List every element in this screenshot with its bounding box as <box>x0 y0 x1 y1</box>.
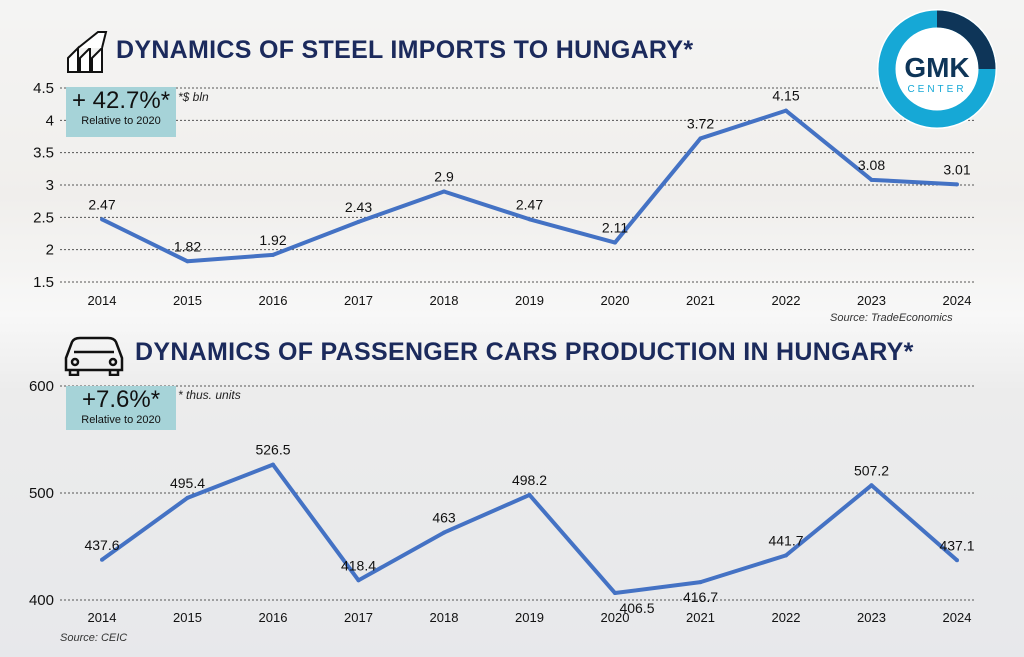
data-point <box>100 557 104 562</box>
data-label: 2.47 <box>516 196 543 212</box>
data-label: 2.43 <box>345 199 372 215</box>
y-tick-label: 1.5 <box>33 274 54 291</box>
data-label: 418.4 <box>341 557 376 573</box>
badge-caption: Relative to 2020 <box>81 414 161 426</box>
chart2-source: Source: CEIC <box>60 632 128 644</box>
data-point <box>527 217 532 222</box>
data-point <box>271 252 275 257</box>
x-tick-label: 2017 <box>344 293 373 308</box>
y-tick-label: 500 <box>29 485 54 502</box>
data-label: 437.1 <box>939 537 974 553</box>
data-point <box>955 558 959 563</box>
y-tick-label: 4 <box>46 112 54 129</box>
y-tick-label: 400 <box>29 592 54 609</box>
data-label: 3.08 <box>858 157 885 173</box>
data-label: 406.5 <box>619 600 654 616</box>
data-point <box>784 553 788 558</box>
series-line <box>101 108 958 264</box>
chart2-change-badge: +7.6%* Relative to 2020 <box>66 386 176 430</box>
y-tick-label: 2 <box>46 242 54 259</box>
chart1-change-badge: + 42.7%* Relative to 2020 <box>66 87 176 137</box>
data-label: 437.6 <box>84 537 119 553</box>
x-tick-label: 2014 <box>88 610 117 625</box>
svg-text:CENTER: CENTER <box>907 84 966 95</box>
x-tick-label: 2016 <box>259 293 288 308</box>
data-point <box>442 530 446 535</box>
x-tick-label: 2024 <box>943 293 972 308</box>
data-point <box>356 219 361 224</box>
svg-text:GMK: GMK <box>904 52 969 83</box>
data-label: 1.82 <box>174 238 201 254</box>
y-tick-label: 4.5 <box>33 80 54 97</box>
data-point <box>185 259 190 264</box>
x-tick-label: 2015 <box>173 610 202 625</box>
x-tick-label: 2014 <box>88 293 117 308</box>
data-point <box>613 240 617 245</box>
data-label: 2.11 <box>602 220 628 236</box>
x-tick-label: 2023 <box>857 610 886 625</box>
x-tick-label: 2019 <box>515 293 544 308</box>
x-tick-label: 2022 <box>772 610 801 625</box>
y-tick-label: 3 <box>46 177 54 194</box>
data-point <box>784 108 788 113</box>
data-point <box>442 189 446 194</box>
data-point <box>698 580 703 585</box>
chart2-unit-note: * thus. units <box>178 388 241 402</box>
gmk-center-logo: GMK CENTER <box>876 8 998 130</box>
data-label: 441.7 <box>768 532 803 548</box>
x-tick-label: 2023 <box>857 293 886 308</box>
chart1-unit-note: *$ bln <box>178 90 209 104</box>
steel-beams-icon <box>67 31 108 73</box>
data-point <box>356 578 361 583</box>
chart2-title: DYNAMICS OF PASSENGER CARS PRODUCTION IN… <box>135 338 914 366</box>
y-tick-label: 600 <box>29 378 54 395</box>
data-label: 416.7 <box>683 589 718 605</box>
y-tick-label: 2.5 <box>33 209 54 226</box>
data-point <box>100 217 104 222</box>
chart1-title: DYNAMICS OF STEEL IMPORTS TO HUNGARY* <box>116 36 694 64</box>
data-point <box>271 462 275 467</box>
data-label: 526.5 <box>255 442 290 458</box>
x-tick-label: 2020 <box>601 610 630 625</box>
data-point <box>698 136 703 141</box>
x-tick-label: 2021 <box>686 610 715 625</box>
x-tick-label: 2019 <box>515 610 544 625</box>
data-label: 3.72 <box>687 115 714 131</box>
data-point <box>613 591 617 596</box>
data-point <box>955 182 959 187</box>
data-point <box>869 177 874 182</box>
data-label: 498.2 <box>512 472 547 488</box>
data-label: 495.4 <box>170 475 205 491</box>
x-tick-label: 2018 <box>430 293 459 308</box>
data-point <box>869 483 874 488</box>
badge-caption: Relative to 2020 <box>81 115 161 127</box>
x-tick-label: 2024 <box>943 610 972 625</box>
x-tick-label: 2022 <box>772 293 801 308</box>
data-point <box>527 492 532 497</box>
x-tick-label: 2017 <box>344 610 373 625</box>
data-label: 507.2 <box>854 462 889 478</box>
data-point <box>185 495 190 500</box>
car-icon <box>64 336 124 376</box>
data-label: 1.92 <box>259 232 286 248</box>
x-tick-label: 2020 <box>601 293 630 308</box>
x-tick-label: 2018 <box>430 610 459 625</box>
data-label: 4.15 <box>772 88 799 104</box>
data-label: 2.9 <box>434 168 454 184</box>
badge-value: +7.6%* <box>81 386 161 413</box>
chart1-source: Source: TradeEconomics <box>830 312 953 324</box>
data-label: 463 <box>432 510 456 526</box>
y-tick-label: 3.5 <box>33 145 54 162</box>
x-tick-label: 2016 <box>259 610 288 625</box>
data-label: 3.01 <box>943 161 970 177</box>
x-tick-label: 2015 <box>173 293 202 308</box>
x-tick-label: 2021 <box>686 293 715 308</box>
badge-value: + 42.7%* <box>71 87 171 114</box>
data-label: 2.47 <box>88 196 115 212</box>
